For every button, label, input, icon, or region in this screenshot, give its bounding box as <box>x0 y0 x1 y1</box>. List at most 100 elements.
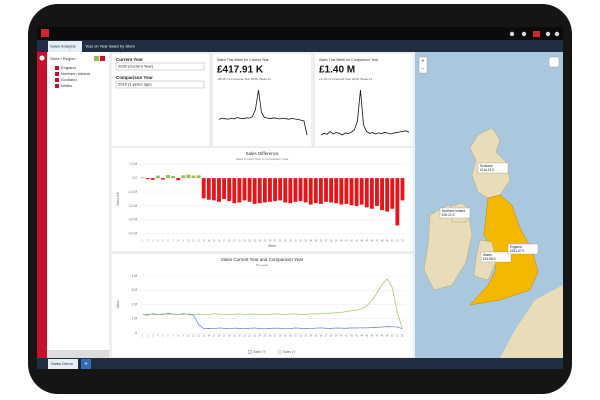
checkbox[interactable] <box>55 66 59 70</box>
legend-label[interactable]: Sales TY <box>253 350 267 354</box>
bar <box>211 178 216 201</box>
bar <box>222 178 227 199</box>
legend-swatch[interactable] <box>247 349 253 355</box>
y-tick-label: 1.0 M <box>129 162 137 166</box>
chart-subtitle: By week <box>256 263 268 267</box>
icon-filter[interactable] <box>39 55 45 61</box>
tree-item[interactable]: Northern Ireland <box>61 71 90 76</box>
x-tick-label: 52 <box>401 335 404 338</box>
x-tick-label: 21 <box>243 335 246 338</box>
bar <box>390 178 395 209</box>
kpi-note: +4.1% vs Financial Year 2018, Week 41 <box>319 77 372 81</box>
x-tick-label: 21 <box>243 240 246 243</box>
bar <box>293 178 298 202</box>
x-tick-label: 22 <box>248 335 251 338</box>
x-tick-label: 28 <box>279 335 282 338</box>
tab-label[interactable]: Year on Year Sales by Store <box>85 44 136 49</box>
select-all[interactable] <box>94 56 99 61</box>
zoom-in[interactable]: + <box>422 58 425 64</box>
x-tick-label: 4 <box>157 240 159 243</box>
icon-settings[interactable] <box>545 31 551 37</box>
x-tick-label: 49 <box>386 240 389 243</box>
clear-all[interactable] <box>100 56 105 61</box>
bar <box>278 178 283 201</box>
legend-label[interactable]: Sales LY <box>283 350 296 354</box>
dropdown[interactable] <box>115 62 205 71</box>
icon-bell[interactable] <box>521 31 527 37</box>
dropdown-value[interactable]: 2019 (1 years ago) <box>118 82 152 87</box>
map-label-value[interactable]: £116.15 K <box>480 168 495 172</box>
x-tick-label: 10 <box>187 335 190 338</box>
x-tick-label: 52 <box>401 240 404 243</box>
x-tick-label: 47 <box>376 240 379 243</box>
checkbox[interactable] <box>55 72 59 76</box>
tab-active[interactable] <box>48 41 82 52</box>
bar <box>191 175 196 179</box>
add-tab-label[interactable]: + <box>84 362 88 368</box>
dropdown-value[interactable]: 2020 (Current Year) <box>118 64 154 69</box>
x-tick-label: 50 <box>391 335 394 338</box>
x-tick-label: 1 <box>142 335 144 338</box>
x-tick-label: 40 <box>340 335 343 338</box>
bar <box>150 178 155 180</box>
x-tick-label: 48 <box>381 335 384 338</box>
x-tick-label: 34 <box>309 240 312 243</box>
map-label-value[interactable]: £19.88 K <box>483 257 497 261</box>
bar <box>313 178 318 204</box>
bar <box>385 178 390 212</box>
bar <box>196 175 201 179</box>
bar <box>145 178 150 180</box>
dropdown[interactable] <box>115 80 205 89</box>
sparkline <box>320 89 410 136</box>
icon-alert[interactable] <box>533 31 540 37</box>
footer-bar <box>37 358 563 369</box>
bar <box>288 178 293 204</box>
map-label-box[interactable] <box>477 162 509 174</box>
icon-moon[interactable] <box>509 31 515 37</box>
map-label-name[interactable]: Scotland <box>480 164 493 168</box>
map-label-box[interactable] <box>507 243 539 255</box>
x-tick-label: 23 <box>253 240 256 243</box>
bar <box>329 178 334 203</box>
footer-tab-label[interactable]: Sales Demo <box>51 361 74 366</box>
checkbox[interactable] <box>55 78 59 82</box>
app-logo[interactable] <box>41 29 49 37</box>
map-label-value[interactable]: £30.21 K <box>442 213 456 217</box>
bar <box>334 178 339 204</box>
kpi-title: Sales This Week for Current Year <box>217 58 270 62</box>
map-label-name[interactable]: Wales <box>483 253 492 257</box>
bar <box>268 178 272 202</box>
x-tick-label: 30 <box>289 335 292 338</box>
bar <box>339 178 344 205</box>
icon-user[interactable] <box>554 31 560 37</box>
kpi-title: Sales This Week for Comparison Year <box>319 58 379 62</box>
x-tick-label: 18 <box>228 240 231 243</box>
zoom-control[interactable] <box>418 56 428 74</box>
kpi-card <box>213 54 311 146</box>
tab-label[interactable]: Sales Analysis <box>50 44 76 49</box>
x-tick-label: 13 <box>202 335 205 338</box>
tree-item[interactable]: England <box>61 65 76 70</box>
footer-tab[interactable] <box>48 359 78 369</box>
x-tick-label: 44 <box>360 240 363 243</box>
add-tab[interactable] <box>81 359 91 369</box>
tree-item[interactable]: Scotland <box>61 77 77 82</box>
x-tick-label: 5 <box>162 335 164 338</box>
layers-control[interactable] <box>548 56 560 68</box>
kpi-value: £1.40 M <box>319 65 355 76</box>
map-label-name[interactable]: England <box>510 245 522 249</box>
checkbox[interactable] <box>55 84 59 88</box>
map-label-box[interactable] <box>480 251 512 263</box>
y-tick-label: -4.0 M <box>128 232 137 236</box>
bar <box>181 175 186 179</box>
tree-item[interactable]: Wales <box>61 83 72 88</box>
zoom-out[interactable]: − <box>422 66 425 72</box>
x-tick-label: 29 <box>284 335 287 338</box>
bar <box>400 178 405 201</box>
legend-swatch[interactable] <box>277 349 283 355</box>
map-label-name[interactable]: Northern Ireland <box>442 209 465 213</box>
map-label-box[interactable] <box>439 207 471 219</box>
x-tick-label: 33 <box>304 240 307 243</box>
map-label-value[interactable]: £251.67 K <box>510 249 525 253</box>
